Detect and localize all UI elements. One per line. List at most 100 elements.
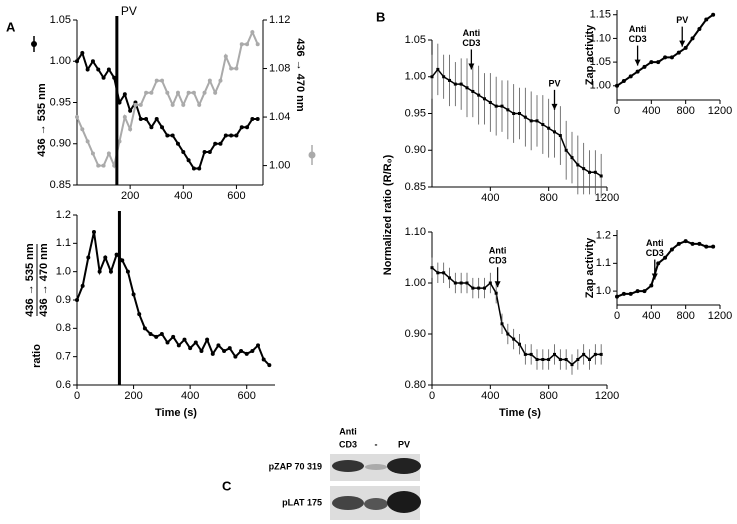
data-point	[529, 352, 533, 356]
data-point	[218, 141, 223, 146]
x-tick-label: 600	[227, 190, 245, 202]
y-tick-label: 1.05	[590, 56, 611, 68]
data-point	[588, 358, 591, 361]
x-tick-label: 400	[642, 310, 660, 322]
event-label: CD3	[629, 34, 647, 44]
x-tick-label: 800	[676, 105, 694, 117]
data-point	[128, 127, 133, 132]
data-point	[642, 289, 647, 294]
y-tick-label: 0.95	[405, 107, 426, 119]
series-line	[76, 231, 271, 366]
data-point	[239, 349, 244, 353]
event-label: Anti	[629, 24, 647, 34]
lane-label: -	[375, 439, 378, 449]
data-point	[188, 346, 193, 351]
data-point	[621, 79, 626, 84]
y-tick-label: 1.15	[590, 9, 611, 21]
y-tick-label: 0.90	[405, 144, 426, 156]
y-tick-label: 0.85	[50, 179, 71, 191]
data-point	[518, 112, 521, 115]
data-point	[120, 258, 125, 263]
data-point	[216, 343, 221, 348]
y-tick-label: 1.0	[56, 266, 71, 278]
data-point	[436, 67, 440, 71]
y-tick-label: 1.00	[405, 277, 426, 289]
event-arrowhead	[679, 40, 686, 47]
data-point	[553, 130, 556, 134]
data-point	[159, 332, 164, 336]
data-point	[112, 163, 117, 168]
data-point	[448, 78, 451, 82]
data-point	[564, 148, 568, 152]
y-tick-label: 1.1	[56, 237, 71, 249]
event-label: PV	[548, 78, 560, 88]
data-point	[122, 92, 127, 97]
event-label: CD3	[646, 248, 664, 258]
y-tick-label: 0.95	[50, 96, 71, 108]
data-point	[80, 283, 85, 288]
data-point	[669, 55, 674, 60]
data-point	[683, 239, 688, 244]
y-tick-label: 0.80	[405, 379, 426, 391]
data-point	[125, 269, 130, 274]
y-tick-label: 1.00	[590, 80, 611, 92]
data-point	[80, 127, 85, 132]
data-point	[97, 269, 102, 274]
x-tick-label: 800	[539, 390, 557, 402]
y2-tick-label: 1.12	[269, 14, 290, 26]
data-point	[488, 100, 492, 104]
data-point	[523, 115, 527, 119]
y-tick-label: 1.10	[590, 32, 611, 44]
data-point	[669, 247, 674, 252]
x-axis-title: Time (s)	[499, 407, 541, 419]
data-point	[529, 119, 533, 123]
data-point	[690, 36, 695, 41]
data-point	[541, 123, 545, 127]
data-point	[547, 126, 551, 130]
data-point	[465, 281, 469, 285]
x-tick-label: 0	[614, 310, 620, 322]
data-point	[576, 358, 580, 361]
x-axis-title: Time (s)	[155, 407, 197, 419]
data-point	[213, 90, 218, 95]
data-point	[191, 166, 196, 171]
data-point	[512, 112, 516, 115]
data-point	[628, 291, 633, 296]
data-point	[210, 351, 215, 356]
data-point	[91, 230, 96, 234]
y-tick-label: 1.00	[405, 71, 426, 83]
data-point	[75, 298, 79, 302]
legend-symbol	[31, 36, 316, 165]
data-point	[570, 363, 574, 367]
data-point	[227, 346, 232, 351]
series-line	[431, 68, 602, 177]
x-tick-label: 800	[539, 192, 557, 204]
data-point	[154, 78, 159, 83]
event-label: Anti	[646, 238, 664, 248]
data-point	[711, 12, 716, 17]
data-point	[165, 133, 170, 138]
data-point	[229, 133, 234, 138]
data-point	[106, 67, 111, 72]
data-point	[170, 133, 175, 138]
data-point	[149, 90, 154, 95]
data-point	[250, 349, 255, 353]
y-axis-title-part: 436 → 470 nm	[38, 243, 50, 317]
y-tick-label: 1.00	[50, 55, 71, 67]
data-point	[234, 66, 239, 71]
data-point	[223, 54, 228, 59]
data-point	[506, 332, 510, 336]
x-tick-label: 800	[676, 310, 694, 322]
data-point	[570, 156, 574, 160]
data-point	[649, 283, 654, 288]
data-point	[193, 340, 198, 345]
panel-label: A	[6, 19, 16, 34]
data-point	[599, 352, 603, 356]
data-point	[160, 125, 165, 130]
data-point	[477, 286, 481, 290]
data-point	[176, 343, 181, 348]
x-tick-label: 1200	[708, 310, 732, 322]
data-point	[85, 67, 90, 72]
data-point	[148, 332, 153, 336]
